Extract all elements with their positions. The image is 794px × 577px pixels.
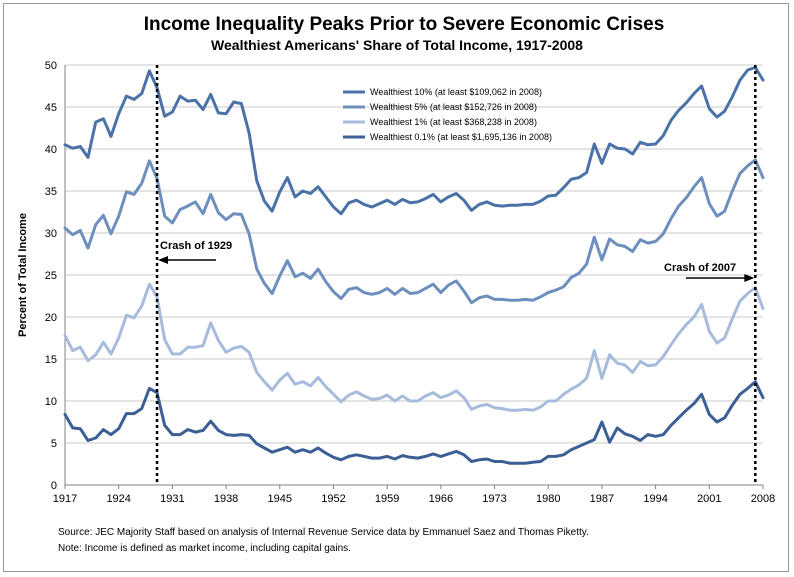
x-tick-1966: 1966 <box>429 493 453 505</box>
grid-lines <box>65 64 763 486</box>
annotation-crash-2007: Crash of 2007 <box>664 262 736 274</box>
chart-subtitle: Wealthiest Americans' Share of Total Inc… <box>211 37 583 53</box>
chart-title: Income Inequality Peaks Prior to Severe … <box>144 14 665 35</box>
x-tick-1924: 1924 <box>106 493 130 505</box>
x-tick-1938: 1938 <box>214 493 238 505</box>
arrow-2007-head <box>744 274 755 282</box>
legend-label-3: Wealthiest 0.1% (at least $1,695,136 in … <box>370 132 552 142</box>
x-tick-2008: 2008 <box>751 493 775 505</box>
x-tick-labels: 1917 1924 1931 1938 1945 1952 1959 1966 1973 1980… <box>53 493 775 505</box>
series-line-1 <box>63 158 765 305</box>
annotation-crash-1929: Crash of 1929 <box>160 240 232 252</box>
series-line-2 <box>63 282 765 412</box>
y-tick-20: 20 <box>45 312 57 324</box>
y-tick-50: 50 <box>45 60 57 72</box>
legend-label-1: Wealthiest 5% (at least $152,726 in 2008… <box>370 102 537 112</box>
series-line-0 <box>63 66 765 216</box>
y-tick-10: 10 <box>45 396 57 408</box>
y-tick-45: 45 <box>45 102 57 114</box>
legend: Wealthiest 10% (at least $109,062 in 200… <box>343 87 552 142</box>
y-tick-0: 0 <box>51 480 57 492</box>
y-tick-40: 40 <box>45 144 57 156</box>
x-tick-1952: 1952 <box>321 493 345 505</box>
y-tick-5: 5 <box>51 438 57 450</box>
income-note: Note: Income is defined as market income… <box>58 543 351 554</box>
x-tick-1945: 1945 <box>268 493 292 505</box>
x-tick-1931: 1931 <box>160 493 184 505</box>
axes <box>64 65 764 489</box>
y-tick-15: 15 <box>45 354 57 366</box>
x-tick-1917: 1917 <box>53 493 77 505</box>
x-tick-1959: 1959 <box>375 493 399 505</box>
y-axis-label: Percent of Total Income <box>17 213 29 337</box>
x-tick-1973: 1973 <box>482 493 506 505</box>
y-tick-30: 30 <box>45 228 57 240</box>
y-tick-25: 25 <box>45 270 57 282</box>
annotations: Crash of 1929 Crash of 2007 <box>158 240 755 282</box>
x-tick-1994: 1994 <box>643 493 667 505</box>
x-tick-1980: 1980 <box>536 493 560 505</box>
legend-label-0: Wealthiest 10% (at least $109,062 in 200… <box>370 87 542 97</box>
series-line-3 <box>63 380 765 465</box>
x-tick-1987: 1987 <box>590 493 614 505</box>
series-lines <box>63 66 765 465</box>
crash-markers <box>155 65 757 485</box>
arrow-1929-head <box>158 256 169 264</box>
y-tick-35: 35 <box>45 186 57 198</box>
x-tick-2001: 2001 <box>697 493 721 505</box>
source-note: Source: JEC Majority Staff based on anal… <box>58 527 589 538</box>
legend-label-2: Wealthiest 1% (at least $368,238 in 2008… <box>370 117 537 127</box>
y-tick-labels: 0 5 10 15 20 25 30 35 40 45 50 <box>45 60 57 492</box>
